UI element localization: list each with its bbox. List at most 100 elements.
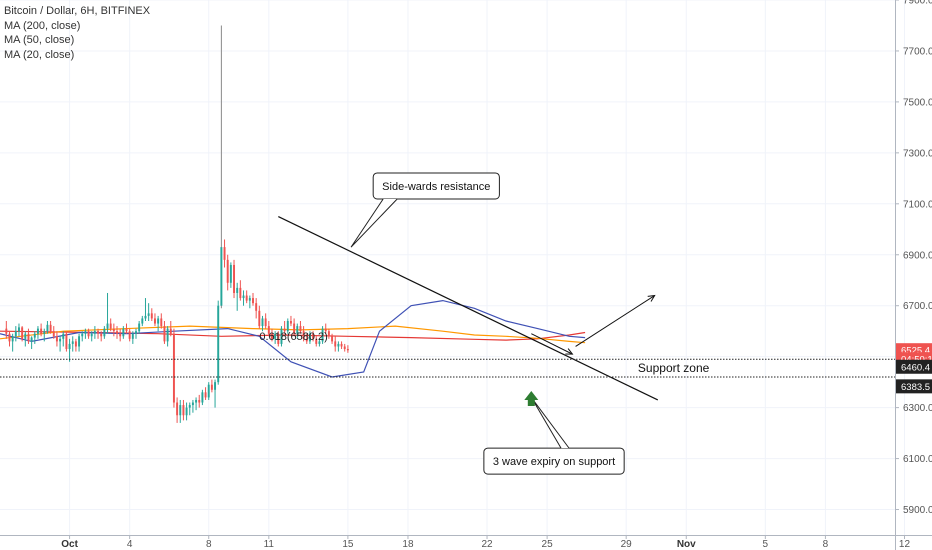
candle: [233, 259, 236, 299]
candle-body: [179, 405, 182, 416]
candle: [214, 379, 217, 408]
price-tick-label: 5900.0: [903, 505, 932, 516]
support-up-arrow-icon: [524, 390, 539, 406]
indicator-ma20-label[interactable]: MA (20, close): [4, 48, 75, 61]
candle-body: [71, 341, 74, 344]
candle: [62, 331, 65, 347]
candle-body: [8, 333, 11, 342]
annotation-callout: 3 wave expiry on support: [483, 397, 625, 475]
candle-body: [103, 328, 106, 337]
annotation-box: [483, 447, 625, 475]
candle-body: [286, 321, 289, 332]
candle: [116, 326, 118, 339]
candle-body: [49, 324, 52, 332]
price-badge-label: 6383.5: [901, 382, 930, 393]
candle: [5, 321, 8, 339]
candle: [52, 326, 55, 339]
candle: [217, 300, 220, 385]
candle-body: [229, 264, 232, 283]
candle-body: [21, 327, 24, 339]
candle-body: [270, 333, 273, 339]
candle-body: [280, 328, 283, 344]
time-tick-label: 5: [763, 539, 769, 550]
candle: [179, 399, 182, 423]
candle: [112, 323, 115, 337]
candle: [185, 402, 188, 421]
candle: [71, 336, 74, 352]
ma50-line: [0, 325, 586, 344]
candle-body: [289, 321, 292, 324]
candle-body: [248, 298, 251, 301]
candle: [78, 333, 81, 352]
candle: [305, 333, 308, 344]
candle: [43, 328, 46, 342]
candle-body: [274, 333, 277, 339]
candle: [182, 399, 185, 421]
price-badge-label: 6460.4: [901, 362, 930, 373]
candle: [334, 336, 337, 352]
candle-body: [40, 328, 43, 334]
candle-body: [135, 331, 137, 334]
candle: [204, 387, 207, 400]
candle-body: [100, 333, 103, 337]
candle: [74, 338, 77, 352]
candle: [346, 345, 349, 353]
candle: [30, 336, 33, 350]
candle-body: [293, 323, 296, 334]
price-tick-label: 6900.0: [903, 250, 932, 261]
candle-body: [305, 338, 308, 342]
price-tick-label: 7500.0: [903, 97, 932, 108]
candle-body: [188, 405, 191, 408]
candle: [220, 25, 223, 309]
candle-body: [43, 331, 46, 334]
candle: [122, 326, 125, 339]
chart-title: Bitcoin / Dollar, 6H, BITFINEX: [4, 5, 151, 17]
time-tick-label: 11: [264, 539, 275, 550]
candle: [93, 326, 96, 339]
arrow-down-shaft: [531, 333, 573, 355]
arrow-up-shaft: [575, 295, 655, 347]
candle-body: [182, 405, 185, 416]
candle-body: [331, 336, 334, 342]
candle-body: [109, 323, 112, 329]
price-axis[interactable]: 5900.06100.06300.06500.06700.06900.07100…: [895, 0, 932, 550]
candle: [46, 321, 49, 334]
candle: [81, 331, 84, 342]
candle: [65, 331, 68, 352]
candle-body: [84, 331, 87, 334]
candle-body: [346, 349, 349, 351]
candle-body: [68, 343, 71, 350]
candle-body: [116, 331, 118, 334]
candle: [267, 321, 270, 337]
candle-body: [198, 399, 201, 403]
candle-body: [90, 333, 93, 337]
candle-body: [30, 337, 33, 342]
price-tick-label: 6700.0: [903, 301, 932, 312]
candle: [312, 331, 315, 342]
candle: [324, 323, 327, 334]
indicator-ma200-label[interactable]: MA (200, close): [4, 19, 81, 32]
candle-body: [214, 382, 217, 390]
candle: [299, 321, 302, 334]
indicator-ma50-label[interactable]: MA (50, close): [4, 34, 75, 46]
candle: [59, 336, 62, 352]
candle-body: [210, 384, 213, 390]
candle-body: [33, 333, 36, 338]
candle: [24, 331, 27, 347]
annotation-box: [372, 172, 500, 200]
candle: [308, 331, 311, 344]
candle-body: [17, 327, 20, 332]
candle-body: [46, 324, 49, 332]
candle: [201, 389, 204, 406]
price-badge-bg: [896, 379, 932, 394]
candle: [258, 305, 261, 329]
candle-body: [340, 343, 343, 347]
candle: [100, 331, 103, 342]
time-axis[interactable]: Oct 4 8 11 15 18 22 25 29 Nov 5 8 12: [0, 535, 932, 550]
candle: [229, 262, 232, 288]
candle-body: [302, 331, 305, 339]
candle: [109, 318, 112, 332]
candle: [280, 326, 283, 347]
annotation-text: Side-wards resistance: [382, 181, 490, 193]
